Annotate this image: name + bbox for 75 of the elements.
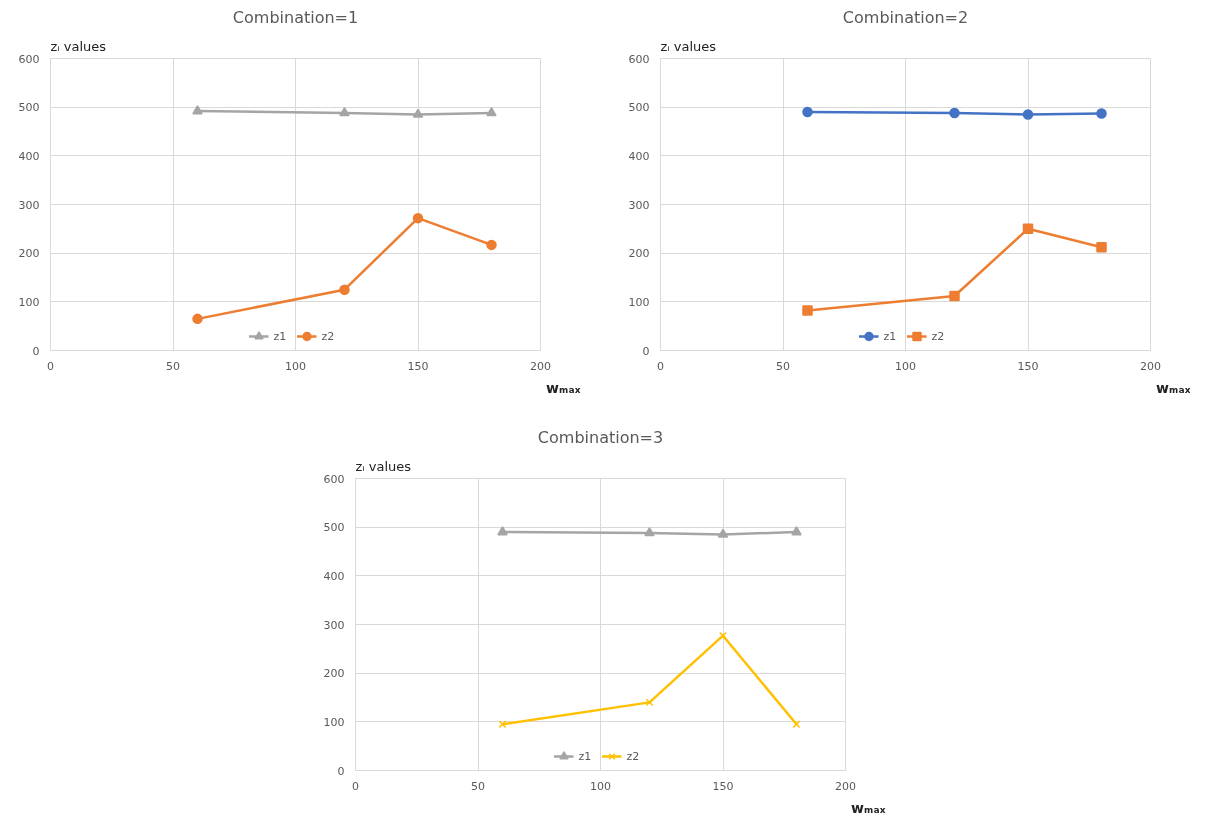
point <box>412 212 424 224</box>
point <box>949 290 960 302</box>
y-tick-label: 500 <box>323 521 345 535</box>
y-tick-label: 300 <box>323 618 345 632</box>
x-axis-title: wₘₐₓ <box>546 379 581 396</box>
point <box>498 720 507 729</box>
point <box>802 106 813 118</box>
y-axis-title: zᵢ values <box>50 38 107 54</box>
y-tick-label: 100 <box>18 295 40 309</box>
legend-label: z1 <box>273 329 288 343</box>
y-tick-label: 300 <box>18 198 40 212</box>
y-tick-label: 200 <box>628 247 650 261</box>
point <box>486 107 497 117</box>
legend-label: z2 <box>626 749 641 763</box>
y-tick-label: 500 <box>628 101 650 115</box>
legend-label: z1 <box>883 329 898 343</box>
chart-title: Combination=2 <box>842 7 969 27</box>
x-tick-label: 100 <box>285 359 306 373</box>
point <box>192 313 203 325</box>
y-axis-title: zᵢ values <box>355 458 412 474</box>
point <box>339 107 350 117</box>
point <box>497 526 508 536</box>
x-tick-label: 150 <box>407 359 429 373</box>
x-tick-label: 100 <box>590 779 611 793</box>
x-tick-label: 0 <box>657 359 664 373</box>
x-tick-label: 200 <box>835 779 856 793</box>
point <box>192 105 203 115</box>
point <box>1022 109 1034 120</box>
x-tick-label: 50 <box>471 779 485 793</box>
y-tick-label: 400 <box>323 569 345 583</box>
x-tick-label: 200 <box>1140 359 1161 373</box>
point <box>717 528 729 538</box>
y-tick-label: 600 <box>628 52 650 66</box>
y-tick-label: 200 <box>18 247 40 261</box>
x-tick-label: 0 <box>352 779 359 793</box>
y-tick-label: 400 <box>628 149 650 163</box>
chart-title: Combination=1 <box>232 7 359 27</box>
point <box>412 108 424 118</box>
point <box>645 698 654 707</box>
y-tick-label: 0 <box>642 344 650 358</box>
x-tick-label: 50 <box>776 359 790 373</box>
legend-label: z1 <box>578 749 593 763</box>
point <box>791 526 802 536</box>
point <box>644 527 655 537</box>
x-tick-label: 50 <box>166 359 180 373</box>
y-tick-label: 0 <box>337 764 345 778</box>
y-tick-label: 200 <box>323 667 345 681</box>
chart-title: Combination=3 <box>537 427 664 447</box>
y-axis-title: zᵢ values <box>660 38 717 54</box>
point <box>339 284 350 295</box>
x-tick-label: 150 <box>1017 359 1039 373</box>
point <box>486 239 497 251</box>
y-tick-label: 100 <box>323 715 345 729</box>
y-tick-label: 500 <box>18 101 40 115</box>
y-tick-label: 600 <box>323 472 345 486</box>
y-tick-label: 400 <box>18 149 40 163</box>
legend-label: z2 <box>321 329 336 343</box>
point <box>792 720 801 729</box>
point <box>1096 242 1107 253</box>
point <box>719 631 727 640</box>
y-tick-label: 300 <box>628 198 650 212</box>
x-tick-label: 150 <box>712 779 734 793</box>
point <box>802 305 813 316</box>
y-tick-label: 100 <box>628 295 650 309</box>
point <box>1096 108 1107 119</box>
x-axis-title: wₘₐₓ <box>1156 379 1191 396</box>
point <box>949 107 960 119</box>
point <box>1022 223 1034 235</box>
y-tick-label: 0 <box>32 344 40 358</box>
x-tick-label: 0 <box>47 359 54 373</box>
x-tick-label: 100 <box>895 359 916 373</box>
x-tick-label: 200 <box>530 359 551 373</box>
legend-label: z2 <box>931 329 946 343</box>
y-tick-label: 600 <box>18 52 40 66</box>
x-axis-title: wₘₐₓ <box>851 799 886 816</box>
